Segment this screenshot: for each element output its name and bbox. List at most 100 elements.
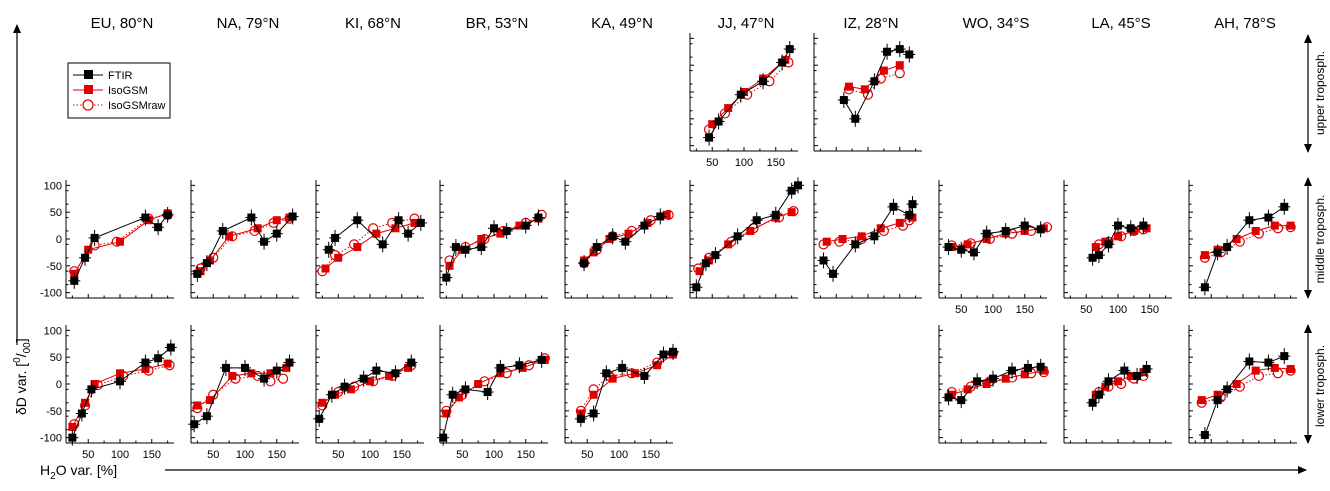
- station-title-iz: IZ, 28°N: [843, 15, 898, 32]
- row-label-lower: lower troposph.: [1313, 345, 1327, 427]
- ftir-point: [87, 385, 96, 394]
- isogsm-point: [1251, 366, 1260, 375]
- y-tick-label: 100: [44, 180, 62, 192]
- isogsm-point: [206, 396, 215, 405]
- ftir-point: [1213, 248, 1222, 257]
- isogsm-point: [1251, 226, 1260, 235]
- isogsm-point: [895, 61, 904, 70]
- ftir-point: [391, 369, 400, 378]
- ftir-point: [705, 133, 714, 142]
- ftir-point: [711, 251, 720, 260]
- isogsm-point: [695, 267, 704, 276]
- ftir-point: [895, 45, 904, 54]
- ftir-point: [908, 200, 917, 209]
- ftir-point: [870, 232, 879, 241]
- isogsm-point: [1197, 396, 1206, 405]
- x-tick-label: 100: [236, 449, 254, 461]
- ftir-point: [241, 363, 249, 372]
- isogsm-point: [879, 66, 888, 75]
- ftir-point: [1133, 371, 1142, 380]
- ftir-point: [331, 233, 340, 242]
- x-tick-label: 50: [955, 304, 967, 316]
- ftir-point: [90, 233, 99, 242]
- y-tick-label: -100: [40, 433, 62, 445]
- ftir-point: [794, 181, 802, 190]
- ftir-point: [957, 396, 966, 405]
- ftir-point: [851, 114, 860, 123]
- isogsm-point: [321, 264, 330, 273]
- ftir-point: [461, 245, 470, 254]
- ftir-point: [889, 202, 898, 211]
- isogsm-point: [589, 390, 598, 399]
- ftir-point: [537, 355, 546, 364]
- ftir-point: [451, 243, 460, 252]
- ftir-point: [759, 77, 768, 86]
- panel-ka-row2: [564, 180, 674, 299]
- isogsm-point: [1114, 377, 1122, 386]
- ftir-point: [372, 366, 381, 375]
- panel-jj-row1: 50 100 150: [689, 33, 798, 169]
- ftir-point: [340, 382, 349, 391]
- isogsm-point: [589, 248, 598, 257]
- isogsm-point: [81, 398, 90, 407]
- x-tick-label: 150: [517, 449, 535, 461]
- ftir-point: [315, 414, 324, 423]
- isogsm-point: [1114, 232, 1122, 241]
- isogsm-point: [1286, 364, 1295, 373]
- y-axis-label-main: δD var. [: [13, 363, 29, 415]
- ftir-point: [1023, 363, 1032, 372]
- isogsm-point: [662, 210, 671, 219]
- panel-eu-row2: -100 -50 0 50 100: [40, 180, 174, 300]
- ftir-point: [378, 240, 387, 249]
- isogsm-point: [876, 224, 885, 233]
- y-axis-label-sup: 0: [12, 357, 23, 363]
- isogsm-point: [477, 235, 486, 243]
- ftir-point: [285, 358, 294, 367]
- isogsm-point: [982, 380, 991, 388]
- ftir-point: [163, 210, 172, 219]
- ftir-point: [1104, 377, 1113, 386]
- x-tick-label: 50: [706, 157, 718, 169]
- panel-na-row3: 50 100 150: [188, 325, 299, 461]
- x-tick-label: 50: [332, 449, 344, 461]
- isogsm-point: [318, 398, 327, 407]
- x-tick-label: 50: [581, 449, 593, 461]
- ftir-point: [1142, 364, 1151, 373]
- ftir-point: [973, 377, 982, 386]
- ftir-point: [461, 385, 470, 394]
- isogsm-point: [442, 409, 451, 418]
- ftir-point: [752, 216, 761, 225]
- isogsm-point: [116, 237, 124, 246]
- ftir-point: [1264, 213, 1273, 222]
- station-title-la: LA, 45°S: [1091, 15, 1150, 32]
- ftir-point: [221, 363, 230, 372]
- isogsm-point: [496, 229, 505, 238]
- x-tick-label: 150: [393, 449, 411, 461]
- ftir-point: [969, 248, 978, 257]
- isogsm-point: [228, 371, 237, 380]
- ftir-point: [260, 237, 269, 246]
- ftir-point: [656, 212, 665, 221]
- isogsm-point: [630, 369, 639, 378]
- ftir-point: [621, 237, 630, 246]
- panel-iz-row1: [813, 33, 922, 152]
- ftir-point: [247, 213, 256, 222]
- isogsm-point: [266, 369, 275, 378]
- isogsm-point: [1286, 221, 1295, 230]
- ftir-point: [521, 221, 530, 230]
- isogsm-point: [895, 218, 904, 227]
- legend-ftir-label: FTIR: [108, 70, 132, 82]
- ftir-point: [1036, 362, 1045, 371]
- ftir-point: [327, 390, 336, 399]
- ftir-point: [640, 221, 649, 230]
- ftir-point: [202, 259, 211, 268]
- y-axis-label-slash: /: [13, 353, 29, 357]
- ftir-point: [190, 420, 199, 429]
- ftir-point: [778, 58, 787, 67]
- ftir-point: [534, 213, 543, 222]
- x-tick-label: 50: [207, 449, 219, 461]
- x-tick-label: 100: [485, 449, 503, 461]
- ftir-point: [288, 212, 297, 221]
- ftir-point: [1114, 221, 1122, 230]
- isogsm-point: [1091, 243, 1100, 252]
